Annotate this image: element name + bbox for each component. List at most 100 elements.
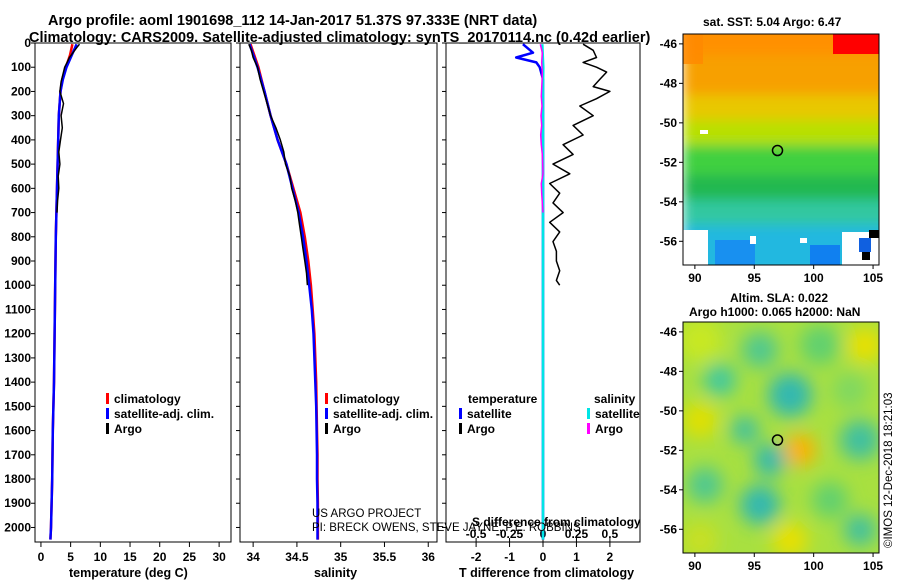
credit-pi: PI: BRECK OWENS, STEVE JAYNE, P.E. ROBBI…: [312, 522, 581, 534]
map-y-tick-label: -48: [660, 76, 678, 90]
x-tick-label: 0: [540, 550, 547, 564]
sla-map-axes: 90 95 100 105 -46 -48 -50 -52 -54 -56: [660, 325, 884, 573]
legend-label-climatology: climatology: [114, 392, 181, 406]
x-tick-label: 5: [67, 550, 74, 564]
map-x-tick-label: 90: [688, 559, 702, 573]
series-satellite-adj-clim: [49, 43, 78, 540]
series-climatology: [249, 43, 320, 540]
y-tick-label: 1200: [4, 327, 31, 341]
legend-label-satellite-clim: satellite-adj. clim.: [333, 407, 433, 421]
x-tick-label: 35: [334, 550, 348, 564]
x-tick-label: 30: [212, 550, 226, 564]
sst-map-title: sat. SST: 5.04 Argo: 6.47: [703, 15, 842, 29]
map-y-tick-label: -48: [660, 364, 678, 378]
map-y-tick-label: -50: [660, 404, 678, 418]
t-difference-x-axis: -2 -1 0 1 2: [471, 542, 614, 564]
legend-title-salinity: salinity: [594, 392, 636, 406]
s-difference-x-axis: -0.5 -0.25 0 0.25 0.5: [466, 527, 619, 542]
x-tick-label: 15: [123, 550, 137, 564]
pressure-axis: 0 100 200 300 400 500 600 700 800 900 1000 1100 1200…: [4, 36, 446, 534]
sla-map-frame: [682, 321, 880, 554]
map-y-tick-label: -56: [660, 522, 678, 536]
x-tick-label: 34: [246, 550, 260, 564]
map-y-tick-label: -46: [660, 325, 678, 339]
x-tick-label: 34.5: [285, 550, 309, 564]
legend-label-s-argo: Argo: [595, 422, 623, 436]
sst-map-frame: [682, 33, 880, 266]
temperature-legend: climatology satellite-adj. clim. Argo: [106, 392, 214, 436]
map-y-tick-label: -56: [660, 234, 678, 248]
salinity-x-label: salinity: [314, 566, 357, 580]
salinity-x-axis: 34 34.5 35 35.5 36: [246, 542, 435, 564]
map-x-tick-label: 90: [688, 271, 702, 285]
y-tick-label: 1100: [5, 302, 31, 316]
salinity-plot-frame: [239, 42, 438, 543]
temperature-plot-frame: [34, 42, 232, 543]
sst-map-image: [683, 34, 879, 265]
series-s-satellite: [541, 44, 545, 540]
series-t-satellite: [514, 43, 545, 540]
legend-label-argo: Argo: [333, 422, 361, 436]
y-tick-label: 1800: [4, 472, 31, 486]
map-y-tick-label: -52: [660, 155, 678, 169]
legend-label-satellite-clim: satellite-adj. clim.: [114, 407, 214, 421]
legend-swatch-climatology: [106, 393, 109, 404]
legend-swatch-s-argo: [587, 423, 590, 434]
sst-map-axes: 90 95 100 105 -46 -48 -50 -52 -54 -56: [660, 37, 884, 285]
legend-swatch-climatology: [325, 393, 328, 404]
legend-label-climatology: climatology: [333, 392, 400, 406]
imos-watermark: ©IMOS 12-Dec-2018 18:21:03: [883, 392, 895, 548]
s-tick-label: -0.5: [466, 527, 487, 541]
y-tick-label: 800: [11, 230, 31, 244]
series-satellite-adj-clim: [248, 43, 319, 540]
legend-swatch-satellite-clim: [325, 408, 328, 419]
legend-swatch-t-satellite: [459, 408, 462, 419]
y-tick-label: 100: [11, 60, 31, 74]
y-tick-label: 1900: [4, 496, 31, 510]
sst-float-marker: [771, 144, 784, 157]
legend-swatch-argo: [325, 423, 328, 434]
map-x-tick-label: 105: [863, 271, 883, 285]
x-tick-label: 2: [607, 550, 614, 564]
map-x-tick-label: 95: [748, 559, 762, 573]
map-y-tick-label: -46: [660, 37, 678, 51]
y-tick-label: 0: [24, 36, 31, 50]
x-tick-label: 1: [573, 550, 580, 564]
map-y-tick-label: -50: [660, 116, 678, 130]
salinity-series: [248, 43, 320, 540]
x-tick-label: 35.5: [373, 550, 397, 564]
x-tick-label: -1: [504, 550, 515, 564]
map-y-tick-label: -54: [660, 483, 678, 497]
legend-swatch-satellite-clim: [106, 408, 109, 419]
x-tick-label: 25: [183, 550, 197, 564]
temperature-series: [49, 43, 81, 540]
x-tick-label: 0: [38, 550, 45, 564]
legend-label-t-satellite: satellite: [467, 407, 512, 421]
s-tick-label: -0.25: [496, 527, 524, 541]
x-tick-label: 20: [153, 550, 167, 564]
sla-map-image: [683, 322, 879, 553]
difference-series: [514, 43, 611, 540]
header-line-2: Climatology: CARS2009. Satellite-adjuste…: [29, 30, 650, 46]
y-tick-label: 900: [11, 254, 31, 268]
t-difference-x-label: T difference from climatology: [459, 566, 634, 580]
y-tick-label: 1000: [4, 278, 31, 292]
s-tick-label: 0.25: [565, 527, 589, 541]
y-tick-label: 1400: [4, 375, 31, 389]
y-tick-label: 300: [11, 109, 31, 123]
sla-map-title-2: Argo h1000: 0.065 h2000: NaN: [689, 305, 860, 319]
y-tick-label: 500: [11, 157, 31, 171]
series-argo: [248, 43, 309, 286]
legend-label-argo: Argo: [114, 422, 142, 436]
map-x-tick-label: 100: [804, 559, 824, 573]
x-tick-label: 36: [422, 550, 436, 564]
y-tick-label: 1600: [4, 424, 31, 438]
series-t-argo: [548, 43, 611, 286]
series-argo: [56, 43, 81, 213]
sla-float-marker: [771, 434, 784, 446]
y-tick-label: 2000: [4, 520, 31, 534]
legend-swatch-s-satellite: [587, 408, 590, 419]
y-tick-label: 200: [11, 84, 31, 98]
credit-project: US ARGO PROJECT: [312, 508, 421, 520]
